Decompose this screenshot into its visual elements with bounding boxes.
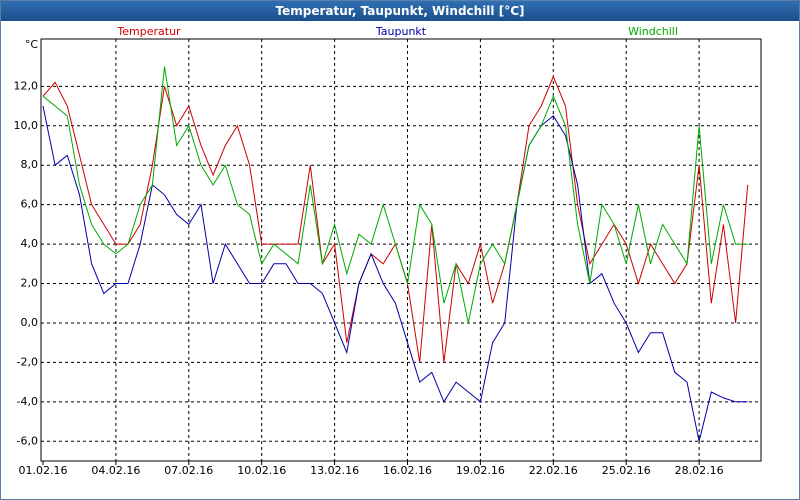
window-title: Temperatur, Taupunkt, Windchill [°C] [1,1,799,21]
y-tick-label: 8,0 [21,158,39,171]
legend-label: Temperatur [116,25,181,38]
y-tick-label: -2,0 [17,355,38,368]
x-tick-label: 01.02.16 [19,464,68,477]
x-tick-label: 28.02.16 [675,464,724,477]
x-tick-label: 22.02.16 [529,464,578,477]
line-series [42,105,748,442]
x-tick-label: 19.02.16 [456,464,505,477]
line-series [42,66,748,324]
x-tick-label: 25.02.16 [602,464,651,477]
y-tick-label: 4,0 [21,237,39,250]
y-tick-label: 6,0 [21,198,39,211]
y-tick-label: 0,0 [21,316,39,329]
y-tick-label: 12,0 [14,79,39,92]
y-tick-label: 10,0 [14,119,39,132]
y-axis-label: °C [25,38,39,51]
plot-area [40,38,762,462]
x-tick-label: 10.02.16 [237,464,286,477]
y-tick-label: 2,0 [21,277,39,290]
x-tick-label: 07.02.16 [164,464,213,477]
y-tick-label: -6,0 [17,434,38,447]
y-tick-label: -4,0 [17,395,38,408]
x-tick-label: 04.02.16 [91,464,140,477]
legend-label: Taupunkt [375,25,427,38]
legend-label: Windchill [628,25,678,38]
x-tick-label: 13.02.16 [310,464,359,477]
chart: -6,0 -4,0 -2,0 0,0 2,0 4,0 6,0 8,0 10,0 12,0 °C 01.… [14,25,762,477]
x-tick-label: 16.02.16 [383,464,432,477]
